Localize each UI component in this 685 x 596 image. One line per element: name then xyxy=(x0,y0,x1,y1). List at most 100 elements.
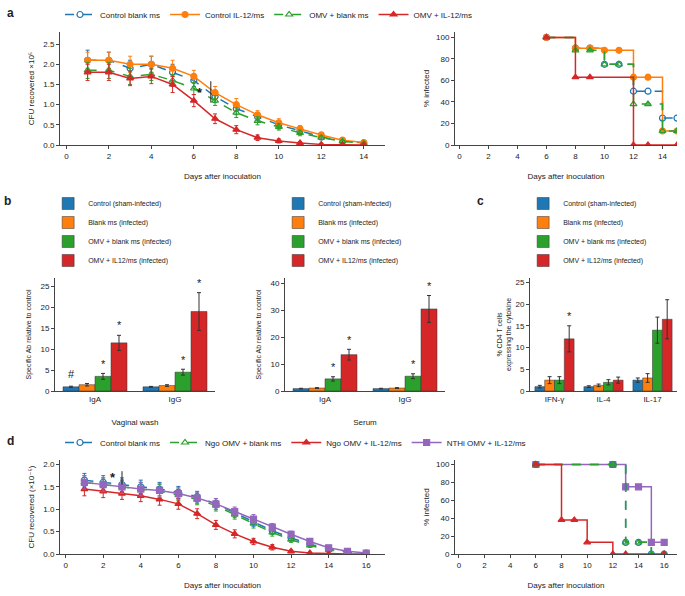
svg-text:8: 8 xyxy=(234,152,239,161)
svg-text:Specific Ab relative to contro: Specific Ab relative to control xyxy=(255,289,263,379)
svg-text:20: 20 xyxy=(440,119,449,128)
svg-text:80: 80 xyxy=(440,478,449,487)
svg-text:IgG: IgG xyxy=(399,395,412,404)
svg-text:0: 0 xyxy=(63,561,68,570)
svg-text:80: 80 xyxy=(440,55,449,64)
svg-text:0: 0 xyxy=(457,561,462,570)
svg-text:Ngo OMV + IL-12/ms: Ngo OMV + IL-12/ms xyxy=(326,439,401,448)
svg-text:% CD4 T cellsexpressing the cy: % CD4 T cellsexpressing the cytokine xyxy=(496,298,513,371)
svg-text:IgG: IgG xyxy=(169,395,182,404)
svg-text:d: d xyxy=(7,434,14,448)
svg-text:IgA: IgA xyxy=(319,395,332,404)
svg-text:16: 16 xyxy=(660,561,669,570)
svg-text:*: * xyxy=(117,319,122,331)
svg-text:Control IL-12/ms: Control IL-12/ms xyxy=(205,11,264,20)
svg-text:0.5: 0.5 xyxy=(43,527,55,536)
svg-text:25: 25 xyxy=(40,282,49,291)
svg-text:a: a xyxy=(7,6,14,20)
svg-text:2: 2 xyxy=(101,561,106,570)
svg-text:c: c xyxy=(477,194,484,208)
svg-text:*: * xyxy=(181,354,186,366)
svg-text:CFU recovered (×10⁻⁵): CFU recovered (×10⁻⁵) xyxy=(27,465,36,548)
svg-text:20: 20 xyxy=(515,300,524,309)
svg-text:Serum: Serum xyxy=(353,418,377,427)
svg-text:40: 40 xyxy=(270,279,279,288)
svg-text:Vaginal wash: Vaginal wash xyxy=(112,418,159,427)
svg-text:15: 15 xyxy=(515,322,524,331)
svg-text:10: 10 xyxy=(270,360,279,369)
svg-text:10: 10 xyxy=(583,561,592,570)
svg-text:2.0: 2.0 xyxy=(43,60,55,69)
svg-text:0.0: 0.0 xyxy=(43,141,55,150)
svg-text:CFU recovered ×10⁵: CFU recovered ×10⁵ xyxy=(27,52,36,125)
svg-text:25: 25 xyxy=(515,278,524,287)
svg-text:8: 8 xyxy=(573,152,578,161)
svg-text:14: 14 xyxy=(324,561,333,570)
svg-text:0: 0 xyxy=(445,141,450,150)
svg-text:20: 20 xyxy=(270,333,279,342)
svg-text:1.0: 1.0 xyxy=(43,100,55,109)
svg-text:Days after inoculation: Days after inoculation xyxy=(528,172,605,181)
svg-text:4: 4 xyxy=(515,152,520,161)
svg-text:*: * xyxy=(101,358,106,370)
svg-text:10: 10 xyxy=(274,152,283,161)
svg-text:2: 2 xyxy=(107,152,112,161)
svg-text:14: 14 xyxy=(359,152,368,161)
svg-text:0: 0 xyxy=(64,152,69,161)
svg-text:4: 4 xyxy=(508,561,513,570)
svg-text:8: 8 xyxy=(559,561,564,570)
svg-text:12: 12 xyxy=(608,561,617,570)
svg-text:12: 12 xyxy=(287,561,296,570)
svg-text:60: 60 xyxy=(440,76,449,85)
svg-text:0.0: 0.0 xyxy=(43,550,55,559)
svg-text:20: 20 xyxy=(40,303,49,312)
svg-text:OMV + blank ms (infected): OMV + blank ms (infected) xyxy=(88,238,171,246)
svg-text:20: 20 xyxy=(440,532,449,541)
svg-text:*: * xyxy=(197,85,203,100)
svg-text:b: b xyxy=(4,194,11,208)
svg-text:OMV + IL12/ms (infected): OMV + IL12/ms (infected) xyxy=(88,257,168,265)
svg-text:IgA: IgA xyxy=(89,395,102,404)
svg-text:*: * xyxy=(110,470,116,485)
svg-text:1.5: 1.5 xyxy=(43,483,55,492)
svg-text:OMV + IL12/ms (infected): OMV + IL12/ms (infected) xyxy=(318,257,398,265)
svg-text:0: 0 xyxy=(520,387,525,396)
svg-text:40: 40 xyxy=(440,98,449,107)
svg-text:8: 8 xyxy=(214,561,219,570)
svg-text:1.0: 1.0 xyxy=(43,505,55,514)
svg-text:IL-17: IL-17 xyxy=(643,395,662,404)
svg-text:IFN-γ: IFN-γ xyxy=(545,395,565,404)
svg-text:2.0: 2.0 xyxy=(43,460,55,469)
svg-text:100: 100 xyxy=(436,460,450,469)
svg-text:2: 2 xyxy=(482,561,487,570)
svg-text:Control (sham-infected): Control (sham-infected) xyxy=(88,200,161,208)
svg-text:10: 10 xyxy=(600,152,609,161)
svg-text:OMV + blank ms: OMV + blank ms xyxy=(309,11,368,20)
svg-text:6: 6 xyxy=(176,561,181,570)
svg-text:Control (sham-infected): Control (sham-infected) xyxy=(318,200,391,208)
svg-text:OMV + blank ms (infected): OMV + blank ms (infected) xyxy=(318,238,401,246)
svg-text:Control blank ms: Control blank ms xyxy=(100,11,160,20)
svg-text:NTHi OMV + IL-12/ms: NTHi OMV + IL-12/ms xyxy=(447,439,526,448)
svg-text:15: 15 xyxy=(40,324,49,333)
svg-text:30: 30 xyxy=(270,306,279,315)
svg-text:6: 6 xyxy=(192,152,197,161)
svg-text:Days after inoculation: Days after inoculation xyxy=(184,172,261,181)
svg-text:5: 5 xyxy=(45,366,50,375)
svg-text:12: 12 xyxy=(629,152,638,161)
svg-text:10: 10 xyxy=(249,561,258,570)
svg-text:Days after inoculation: Days after inoculation xyxy=(528,581,605,590)
svg-text:*: * xyxy=(411,358,416,370)
svg-text:10: 10 xyxy=(40,345,49,354)
svg-text:% infected: % infected xyxy=(422,488,431,525)
svg-text:10: 10 xyxy=(515,343,524,352)
svg-text:0: 0 xyxy=(275,387,280,396)
svg-text:#: # xyxy=(68,368,75,380)
svg-text:*: * xyxy=(567,310,572,322)
svg-text:Blank ms (infected): Blank ms (infected) xyxy=(318,219,378,227)
svg-text:Control (sham-infected): Control (sham-infected) xyxy=(563,200,636,208)
svg-text:16: 16 xyxy=(362,561,371,570)
svg-text:0: 0 xyxy=(445,550,450,559)
svg-text:14: 14 xyxy=(658,152,667,161)
svg-text:4: 4 xyxy=(139,561,144,570)
